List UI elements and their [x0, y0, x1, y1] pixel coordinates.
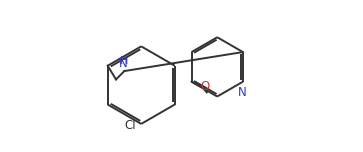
Text: Cl: Cl [124, 119, 136, 132]
Text: O: O [200, 80, 209, 93]
Text: H: H [119, 57, 128, 66]
Text: N: N [119, 57, 128, 70]
Text: N: N [238, 86, 246, 98]
